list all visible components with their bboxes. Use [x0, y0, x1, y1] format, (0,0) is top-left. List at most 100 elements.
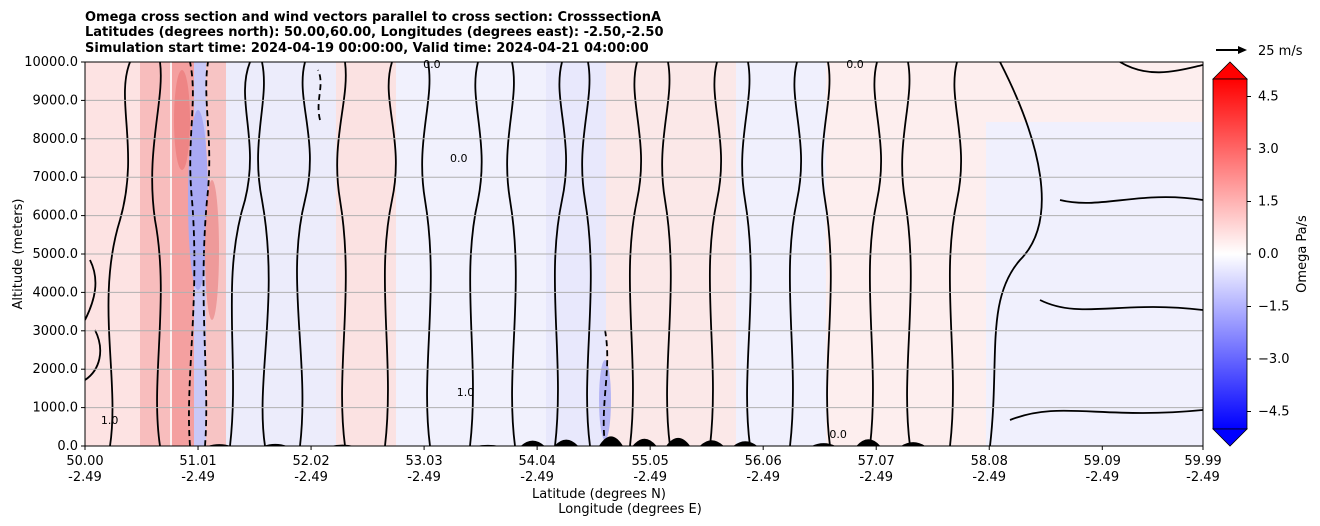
x-tick-label-lon: -2.49 [1085, 470, 1119, 485]
contour-line [868, 62, 882, 446]
colorbar-tick-labels: 4.5 3.0 1.5 0.0 −1.5 −3.0 −4.5 [1247, 90, 1290, 420]
negative-contour-lines [188, 62, 609, 446]
x-tick-label-lat: 55.05 [632, 454, 669, 469]
contour-line [661, 62, 672, 446]
y-tick-label: 7000.0 [33, 170, 79, 185]
colorbar-label: Omega Pa/s [1295, 215, 1310, 293]
x-axis-label-longitude: Longitude (degrees E) [558, 502, 702, 517]
contour-line [383, 62, 397, 446]
colorbar-tick-label: −4.5 [1258, 405, 1290, 420]
y-tick-labels: 0.0 1000.0 2000.0 3000.0 4000.0 5000.0 6000.0 7… [24, 55, 85, 454]
contour-label: 0.0 [450, 152, 468, 165]
contour-label: 0.0 [423, 58, 441, 71]
x-tick-label-lat: 51.01 [179, 454, 216, 469]
x-tick-label-lon: -2.49 [972, 470, 1006, 485]
omega-core-positive [174, 70, 190, 170]
contour-line [821, 62, 832, 446]
contour-label: 1.0 [101, 414, 119, 427]
x-tick-label-lon: -2.49 [1186, 470, 1220, 485]
contour-line [788, 62, 802, 446]
x-tick-label-lat: 58.08 [971, 454, 1008, 469]
vector-key-label: 25 m/s [1258, 44, 1303, 59]
colorbar-scale [1212, 78, 1248, 430]
y-tick-label: 6000.0 [33, 209, 79, 224]
contour-line [257, 62, 270, 446]
contour-line [336, 62, 347, 446]
contour-line [1039, 299, 1203, 311]
contour-line [296, 62, 311, 446]
negative-contour-line [317, 69, 322, 121]
y-tick-label: 3000.0 [33, 324, 79, 339]
x-axis-label-latitude: Latitude (degrees N) [532, 487, 666, 502]
contour-line [948, 62, 962, 446]
x-tick-label-lat: 50.00 [66, 454, 103, 469]
omega-core-positive [205, 180, 219, 320]
contour-line [151, 62, 162, 446]
y-tick-label: 10000.0 [24, 55, 78, 70]
colorbar-tick-label: 1.5 [1258, 195, 1279, 210]
x-tick-label-lat: 56.06 [745, 454, 782, 469]
contour-line [1009, 409, 1203, 421]
terrain [85, 436, 1203, 446]
negative-contour-line [188, 62, 196, 446]
colorbar-tick-label: −3.0 [1258, 352, 1290, 367]
contour-line [506, 62, 517, 446]
contour-line [1119, 62, 1203, 74]
contour-line [85, 259, 97, 321]
x-tick-label-lon: -2.49 [407, 470, 441, 485]
chart-title-line-1: Omega cross section and wind vectors par… [85, 10, 661, 25]
plot-area: 0.0 1000.0 2000.0 3000.0 4000.0 5000.0 6000.0 7… [24, 55, 1221, 485]
y-tick-label: 4000.0 [33, 285, 79, 300]
x-tick-label-lat: 57.07 [858, 454, 895, 469]
y-tick-label: 8000.0 [33, 132, 79, 147]
contour-line [989, 62, 1043, 446]
negative-contour-line [602, 329, 609, 446]
colorbar-tick-label: −1.5 [1258, 300, 1290, 315]
x-tick-label-lon: -2.49 [68, 470, 102, 485]
contour-labels: 1.0 1.0 0.0 0.0 0.0 0.0 [101, 58, 864, 441]
contour-line [581, 62, 592, 446]
colorbar-extend-max [1212, 61, 1248, 80]
colorbar-tick-label: 3.0 [1258, 142, 1279, 157]
contour-line [741, 62, 752, 446]
contour-line [85, 329, 102, 381]
contour-line [1059, 196, 1203, 204]
contour-line [901, 62, 912, 446]
x-tick-label-lon: -2.49 [633, 470, 667, 485]
contour-line [421, 62, 432, 446]
y-tick-label: 5000.0 [33, 247, 79, 262]
y-tick-label: 2000.0 [33, 362, 79, 377]
contour-line [708, 62, 722, 446]
negative-contour-line [202, 62, 211, 446]
x-tick-labels: 50.00-2.4951.01-2.4952.02-2.4953.03-2.49… [66, 446, 1222, 485]
colorbar-tick-label: 4.5 [1258, 90, 1279, 105]
x-tick-label-lat: 52.02 [292, 454, 329, 469]
colorbar-extend-min [1212, 428, 1248, 447]
vector-key: 25 m/s [1216, 44, 1303, 59]
chart-title-line-3: Simulation start time: 2024-04-19 00:00:… [85, 41, 649, 56]
contour-line [553, 62, 567, 446]
omega-core-negative [188, 110, 208, 290]
contour-label: 1.0 [457, 386, 475, 399]
x-tick-label-lat: 54.04 [519, 454, 556, 469]
x-tick-label-lat: 53.03 [405, 454, 442, 469]
y-tick-label: 1000.0 [33, 401, 79, 416]
contour-line [107, 62, 131, 446]
x-tick-label-lon: -2.49 [181, 470, 215, 485]
x-tick-label-lat: 59.99 [1184, 454, 1221, 469]
y-tick-label: 0.0 [57, 439, 78, 454]
contour-line [628, 62, 642, 446]
x-tick-label-lon: -2.49 [294, 470, 328, 485]
colorbar: 4.5 3.0 1.5 0.0 −1.5 −3.0 −4.5 Omega Pa/s [1212, 61, 1310, 447]
contour-label: 0.0 [829, 428, 847, 441]
colorbar-tick-label: 0.0 [1258, 247, 1279, 262]
plot-frame [84, 61, 1204, 447]
x-tick-label-lon: -2.49 [859, 470, 893, 485]
x-tick-label-lat: 59.09 [1084, 454, 1121, 469]
contour-line [229, 62, 251, 446]
x-tick-label-lon: -2.49 [746, 470, 780, 485]
contour-line [469, 62, 483, 446]
contour-lines [85, 62, 1203, 446]
y-axis-label: Altitude (meters) [11, 199, 26, 310]
